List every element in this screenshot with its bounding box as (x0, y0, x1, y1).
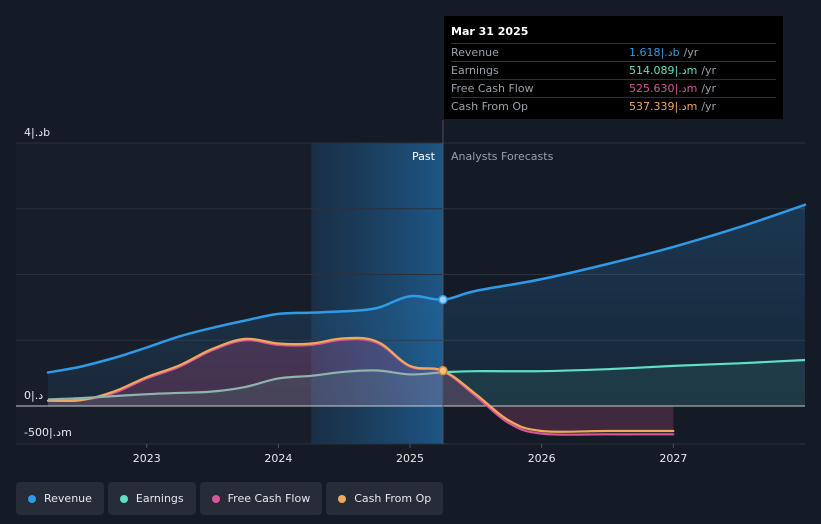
financial-chart: Past Analysts Forecasts 4|.دb 0|.د -500|.دm 2… (16, 120, 807, 465)
tooltip-row-free-cash-flow: Free Cash Flow 525.630|.دm /yr (451, 79, 776, 97)
legend-label: Free Cash Flow (227, 492, 311, 505)
tooltip-value: 1.618|.دb (629, 46, 680, 59)
legend-item-free-cash-flow[interactable]: Free Cash Flow (199, 482, 323, 515)
tooltip-unit: /yr (683, 46, 699, 59)
legend-dot-icon (338, 494, 347, 503)
tooltip-label: Revenue (451, 46, 499, 59)
legend: Revenue Earnings Free Cash Flow Cash Fro… (16, 482, 444, 515)
tooltip-unit: /yr (701, 64, 717, 77)
y-tick-label: 0|.د (24, 389, 43, 402)
legend-dot-icon (119, 494, 128, 503)
legend-label: Revenue (44, 492, 92, 505)
tooltip-value: 525.630|.دm (629, 82, 698, 95)
legend-dot-icon (211, 494, 220, 503)
tooltip-label: Cash From Op (451, 100, 529, 113)
revenue-line (46, 203, 807, 374)
legend-label: Cash From Op (354, 492, 432, 505)
x-tick-label: 2025 (396, 452, 424, 465)
x-tick-label: 2024 (264, 452, 292, 465)
tooltip: Mar 31 2025 Revenue 1.618|.دb /yr Earnin… (444, 16, 783, 119)
free-cash-flow-line (46, 338, 675, 436)
cash-from-op-line (46, 336, 675, 433)
legend-item-earnings[interactable]: Earnings (107, 482, 196, 515)
x-tick-label: 2027 (659, 452, 687, 465)
cash-from-op-area (48, 337, 674, 432)
tooltip-value: 514.089|.دm (629, 64, 698, 77)
x-tick-label: 2023 (133, 452, 161, 465)
legend-item-cash-from-op[interactable]: Cash From Op (326, 482, 444, 515)
y-tick-label: 4|.دb (24, 126, 50, 139)
past-label: Past (412, 150, 436, 163)
legend-dot-icon (28, 494, 36, 503)
tooltip-value: 537.339|.دm (629, 100, 698, 113)
cash-from-op-marker (438, 365, 448, 376)
revenue-area (48, 204, 805, 406)
x-tick-label: 2026 (528, 452, 556, 465)
tooltip-row-revenue: Revenue 1.618|.دb /yr (451, 43, 776, 61)
tooltip-unit: /yr (701, 100, 717, 113)
analysts-forecasts-label: Analysts Forecasts (451, 150, 554, 163)
tooltip-label: Earnings (451, 64, 499, 77)
earnings-forecast-line (442, 358, 806, 374)
tooltip-unit: /yr (701, 82, 717, 95)
y-tick-label: -500|.دm (24, 426, 72, 439)
revenue-marker (438, 294, 448, 305)
tooltip-date: Mar 31 2025 (451, 25, 529, 38)
legend-item-revenue[interactable]: Revenue (16, 482, 104, 515)
legend-label: Earnings (135, 492, 184, 505)
tooltip-row-earnings: Earnings 514.089|.دm /yr (451, 61, 776, 79)
tooltip-label: Free Cash Flow (451, 82, 534, 95)
earnings-area (48, 360, 805, 406)
earnings-past-line (47, 369, 444, 401)
tooltip-row-cash-from-op: Cash From Op 537.339|.دm /yr (451, 97, 776, 115)
